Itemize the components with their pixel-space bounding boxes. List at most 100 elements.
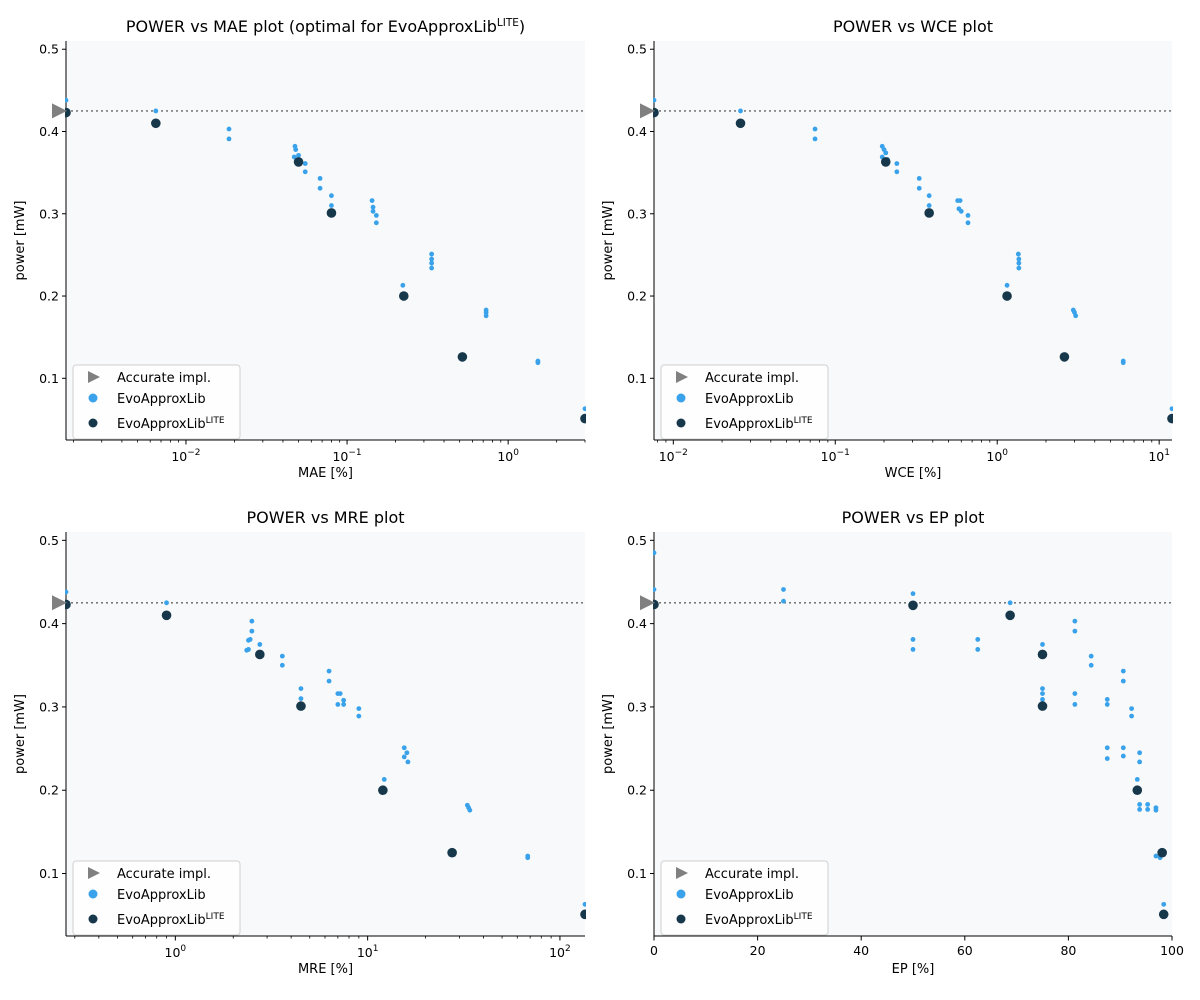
evoapproxlib-lite-point — [653, 599, 659, 610]
evoapproxlib-point — [738, 108, 743, 114]
evoapproxlib-point — [1040, 686, 1045, 692]
legend-lite-base: EvoApproxLib — [117, 913, 206, 928]
evoapproxlib-point — [293, 147, 299, 152]
y-tick-label: 0.5 — [39, 533, 59, 548]
evoapproxlib-point — [1072, 691, 1078, 696]
evoapproxlib-point — [910, 647, 916, 652]
evoapproxlib-point — [302, 169, 308, 175]
evoapproxlib-point — [429, 256, 435, 262]
y-axis-label: power [mW] — [601, 694, 616, 774]
y-tick-label: 0.2 — [39, 783, 59, 798]
x-tick-label: 60 — [957, 943, 973, 958]
evoapproxlib-point — [1040, 697, 1045, 702]
x-tick-label: 40 — [853, 943, 869, 958]
evoapproxlib-lite-point — [580, 909, 586, 920]
evoapproxlib-lite-point — [1158, 909, 1169, 920]
legend-lite-sup: LITE — [794, 912, 813, 922]
chart-title-suffix: ) — [519, 17, 525, 36]
legend-lite-base: EvoApproxLib — [705, 913, 794, 928]
evoapproxlib-point — [226, 136, 232, 142]
evoapproxlib-point — [1134, 776, 1140, 782]
x-tick-exponent: −1 — [837, 448, 850, 458]
x-tick-label: 100 — [1160, 943, 1184, 958]
evoapproxlib-point — [1072, 702, 1078, 707]
evoapproxlib-point — [957, 198, 963, 204]
x-tick-exponent: 1 — [1164, 448, 1170, 458]
y-tick-label: 0.2 — [39, 289, 59, 304]
evoapproxlib-point — [781, 587, 786, 592]
evoapproxlib-point — [296, 152, 301, 158]
x-tick-label: 101 — [1148, 448, 1170, 464]
evoapproxlib-point — [226, 126, 232, 132]
evoapproxlib-point — [1120, 668, 1126, 674]
x-axis-label: MRE [%] — [298, 962, 353, 977]
evoapproxlib-point — [1145, 801, 1151, 807]
evoapproxlib-lite-point — [65, 599, 71, 610]
evoapproxlib-point — [1072, 618, 1078, 624]
evoapproxlib-point — [249, 618, 255, 624]
evoapproxlib-point — [1161, 901, 1167, 907]
y-tick-label: 0.1 — [627, 866, 647, 881]
legend-lite-sup: LITE — [206, 416, 225, 426]
x-tick-base: 10 — [986, 449, 1002, 464]
chart-title-prefix: POWER vs MAE plot (optimal for EvoApprox… — [126, 17, 497, 36]
x-tick-exponent: 0 — [180, 944, 186, 954]
evoapproxlib-lite-point — [1059, 352, 1070, 362]
legend-frame — [72, 860, 241, 936]
legend-lite-marker — [88, 418, 98, 428]
legend-evoapproxlib-marker — [88, 889, 98, 899]
x-tick-exponent: 0 — [1002, 448, 1008, 458]
evoapproxlib-point — [279, 653, 285, 659]
x-tick-exponent: −1 — [348, 448, 361, 458]
evoapproxlib-point — [1137, 801, 1143, 807]
x-tick-base: 10 — [821, 449, 837, 464]
evoapproxlib-point — [401, 754, 407, 760]
evoapproxlib-point — [910, 637, 916, 642]
evoapproxlib-point — [370, 204, 376, 210]
y-tick-label: 0.1 — [627, 371, 647, 386]
evoapproxlib-lite-point — [1002, 291, 1012, 301]
evoapproxlib-point — [404, 750, 410, 756]
evoapproxlib-point — [1088, 662, 1094, 668]
evoapproxlib-point — [373, 213, 379, 218]
evoapproxlib-point — [298, 686, 304, 692]
evoapproxlib-point — [883, 150, 889, 156]
legend-lite-marker — [676, 418, 686, 428]
evoapproxlib-point — [356, 706, 362, 711]
x-tick-label: 100 — [165, 944, 187, 960]
legend-accurate-marker — [88, 371, 100, 383]
evoapproxlib-point — [653, 550, 657, 556]
legend-accurate-label: Accurate impl. — [117, 371, 211, 386]
evoapproxlib-point — [965, 213, 971, 218]
evoapproxlib-lite-point — [1037, 649, 1048, 660]
evoapproxlib-point — [298, 696, 304, 701]
legend-lite-base: EvoApproxLib — [705, 417, 794, 432]
evoapproxlib-point — [257, 642, 263, 647]
markers — [65, 97, 586, 424]
evoapproxlib-point — [975, 647, 981, 652]
x-axis-label: EP [%] — [892, 962, 935, 977]
x-tick-base: 10 — [332, 449, 348, 464]
y-tick-label: 0.2 — [627, 783, 647, 798]
markers — [65, 589, 586, 920]
evoapproxlib-lite-point — [735, 118, 746, 129]
y-tick-label: 0.5 — [627, 533, 647, 548]
evoapproxlib-point — [1016, 260, 1022, 266]
x-tick-label: 10−2 — [171, 448, 200, 464]
evoapproxlib-point — [326, 678, 332, 684]
evoapproxlib-point — [965, 220, 971, 226]
evoapproxlib-point — [429, 251, 435, 257]
evoapproxlib-point — [429, 260, 435, 266]
legend: Accurate impl.EvoApproxLibEvoApproxLibLI… — [660, 364, 829, 440]
legend-lite-sup: LITE — [206, 912, 225, 922]
evoapproxlib-point — [341, 697, 347, 703]
x-tick-exponent: −2 — [675, 448, 688, 458]
evoapproxlib-point — [370, 208, 376, 214]
evoapproxlib-point — [1153, 853, 1159, 859]
legend-accurate-label: Accurate impl. — [705, 371, 799, 386]
evoapproxlib-lite-point — [255, 649, 265, 660]
evoapproxlib-point — [335, 702, 341, 707]
evoapproxlib-point — [916, 185, 922, 191]
evoapproxlib-lite-point — [1167, 413, 1173, 424]
